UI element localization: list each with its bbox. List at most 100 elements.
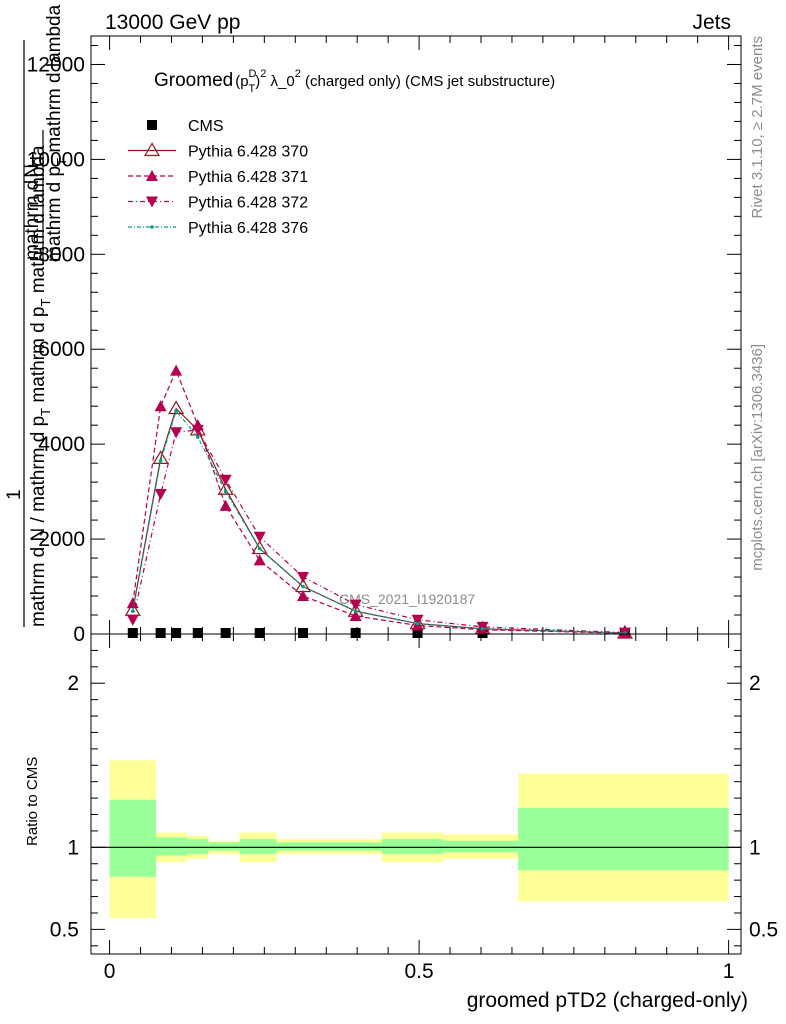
p371-marker [253,554,266,566]
p372-marker [349,599,362,611]
p371-marker [126,597,139,609]
ylabel-den-text: mathrm d N / mathrm d p [28,416,49,627]
p372-marker [297,572,310,584]
lower-frame [90,633,742,955]
ylabel-denominator: mathrm d N / mathrm d pT mathrm d pT mat… [28,145,53,627]
ylabel-frac-den: mathrm d p [44,166,65,262]
ratio-band-inner [381,839,444,854]
p370-marker [168,400,185,415]
p372-marker [253,531,266,543]
title-close: ) [255,73,260,90]
plot-title: Groomed (pD T)2 λ_02 (charged only) (CMS j… [154,68,555,95]
ylabel-frac-num: mathrm d [22,180,43,260]
title-rest: (charged only) (CMS jet substructure) [301,73,555,90]
title-lambda: λ_0 [266,73,294,90]
p376-marker [353,609,358,614]
cms-marker [155,628,166,638]
p371-marker [219,499,232,511]
lower-ytick-label-right: 2 [749,672,761,695]
ratio-band-inner [156,837,187,856]
lower-y-tick-labels-right: 0.5 1 2 [749,672,778,941]
ylabel-den2-sub: T [38,299,53,307]
lower-ytick-label: 2 [67,672,79,695]
ylabel-den-sub: T [38,408,53,416]
title-p: (p [235,73,248,90]
ratio-bands [109,760,729,918]
p371-marker [170,364,183,376]
lower-ytick-label: 0.5 [50,918,79,941]
ylabel-one: 1 [4,489,25,500]
ylabel-inner-numerator: mathrm d N [22,164,43,260]
header-energy-label: 13000 GeV pp [105,11,240,34]
p372-marker [219,474,232,486]
upper-ytick-label: 2000 [38,528,85,551]
ratio-y-axis-label: Ratio to CMS [24,757,41,846]
legend-label: CMS [188,118,224,135]
p376-marker [257,546,262,551]
ylabel-frac-den-sub: T [54,158,69,166]
upper-y-axis-label: 1 mathrm d N / mathrm d pT mathrm d pT m… [4,4,69,627]
p376-marker [480,626,485,631]
ratio-band-inner [239,839,277,854]
lower-y-tick-labels: 0.5 1 2 [50,672,79,941]
ylabel-inner-denominator: mathrm d pT mathrm d lambda [44,4,69,262]
upper-ytick-label: 6000 [38,338,85,361]
p376-marker [223,489,228,494]
p371-marker [297,590,310,602]
upper-ytick-label: 0 [73,623,85,646]
mcplots-label: mcplots.cern.ch [arXiv:1306.3436] [749,344,766,571]
x-tick-label: 1 [723,960,735,983]
ylabel-frac-den2: mathrm d lambda [44,4,65,158]
p370-marker [251,540,268,555]
series-line-2 [132,369,625,634]
lower-ytick-label: 1 [67,836,79,859]
x-tick-labels: 0 0.5 1 [104,960,735,983]
x-tick-label: 0 [104,960,116,983]
cms-marker [350,628,361,638]
lower-ytick-label-right: 0.5 [749,918,778,941]
ylabel-den2-text: mathrm d p [28,307,49,408]
ratio-band-inner [208,842,240,851]
rivet-label: Rivet 3.1.10, ≥ 2.7M events [749,36,766,219]
ratio-band-inner [443,840,519,853]
p376-marker [195,435,200,439]
legend-label: Pythia 6.428 376 [188,220,308,237]
x-axis-label: groomed pTD2 (charged-only) [467,989,748,1012]
p376-marker [158,458,163,463]
p376-marker [415,621,420,626]
ylabel-frac-num-n: N [22,164,43,178]
title-sup-2: 2 [260,68,266,80]
p376-marker [150,225,154,229]
p376-marker [130,609,135,614]
upper-ytick-label: 4000 [38,433,85,456]
title-sub-t: T [249,83,256,95]
p372-marker [170,427,183,439]
legend-label: Pythia 6.428 371 [188,169,308,186]
ylabel-den3-text: mathrm d lambda [28,145,49,299]
p370-marker [217,481,234,495]
ratio-band-inner [518,807,729,871]
p370-marker [143,142,161,157]
cms-marker [220,628,231,638]
upper-ytick-label: 8000 [38,243,85,266]
p372-marker [126,614,139,626]
title-sup-2b: 2 [295,68,301,80]
upper-ytick-label: 12000 [27,53,85,76]
cms-marker [298,628,309,638]
p376-marker [301,584,305,589]
header-jets-label: Jets [692,11,731,34]
legend-label: Pythia 6.428 372 [188,195,308,212]
p372-marker [191,424,204,436]
cms-marker [192,628,203,638]
p371-marker [349,609,362,621]
legend: CMS Pythia 6.428 370 Pythia 6.428 371 Pythi… [128,118,308,237]
title-prefix: Groomed [154,70,233,91]
ratio-band-inner [109,799,156,877]
ratio-band-inner [186,839,209,854]
upper-y-tick-labels: 0 2000 4000 6000 8000 10000 12000 [27,53,85,646]
upper-axis-ticks [91,36,741,635]
p372-marker [154,488,167,500]
p372-marker [411,614,424,626]
lower-ytick-label-right: 1 [749,836,761,859]
